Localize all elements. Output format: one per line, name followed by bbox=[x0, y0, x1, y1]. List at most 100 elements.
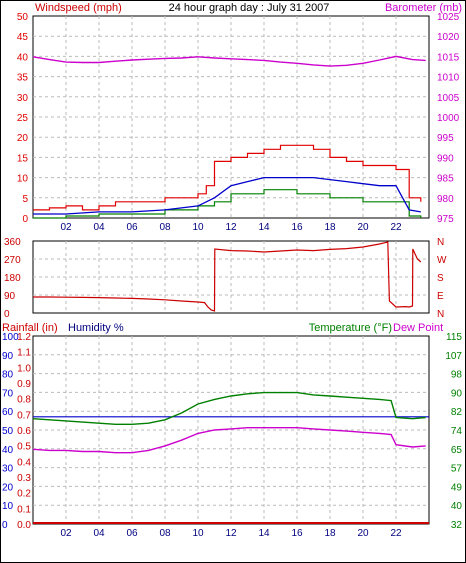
rainfall-tick-label: 0.4 bbox=[17, 457, 31, 468]
windspeed-line bbox=[33, 144, 422, 211]
barometer-tick-label: 1010 bbox=[437, 73, 460, 84]
temperature-tick-label: 90 bbox=[451, 388, 463, 399]
humidity-tick-label: 60 bbox=[2, 407, 14, 418]
temperature-x-tick-label: 02 bbox=[60, 528, 72, 539]
windspeed-tick-label: 5 bbox=[22, 194, 28, 205]
wind-x-tick-label: 14 bbox=[258, 222, 270, 233]
temperature-x-tick-label: 08 bbox=[159, 528, 171, 539]
wind-x-tick-label: 22 bbox=[390, 222, 402, 233]
barometer-tick-label: 1000 bbox=[437, 113, 460, 124]
humidity-tick-label: 0 bbox=[2, 520, 8, 531]
temperature-series bbox=[32, 391, 429, 524]
temperature-gridlines bbox=[33, 336, 429, 524]
rainfall-tick-label: 0.2 bbox=[17, 489, 31, 500]
direction-degree-label: 270 bbox=[4, 255, 21, 266]
humidity-tick-label: 10 bbox=[2, 501, 14, 512]
wind-x-tick-label: 20 bbox=[357, 222, 369, 233]
wind-green-line bbox=[33, 189, 422, 219]
windspeed-tick-label: 0 bbox=[22, 214, 28, 225]
temperature-tick-label: 82 bbox=[451, 407, 463, 418]
windspeed-tick-label: 25 bbox=[17, 113, 29, 124]
direction-degree-label: 90 bbox=[4, 291, 16, 302]
temperature-axis-label: Temperature (°F) bbox=[309, 322, 392, 334]
barometer-tick-label: 1015 bbox=[437, 52, 460, 63]
windspeed-tick-label: 50 bbox=[17, 12, 29, 23]
temperature-tick-label: 40 bbox=[451, 501, 463, 512]
barometer-tick-label: 990 bbox=[437, 153, 454, 164]
chart-title: 24 hour graph day : July 31 2007 bbox=[169, 2, 330, 14]
temperature-line bbox=[32, 391, 426, 425]
temperature-humidity-panel: 0.00.10.20.30.40.50.60.70.80.91.01.11.2 … bbox=[2, 322, 462, 539]
wind-direction-line bbox=[33, 241, 422, 312]
rainfall-tick-label: 0.8 bbox=[17, 395, 31, 406]
humidity-tick-label: 30 bbox=[2, 464, 14, 475]
wind-average-line bbox=[33, 176, 421, 215]
wind-x-tick-label: 06 bbox=[126, 222, 138, 233]
direction-degree-label: 0 bbox=[4, 309, 10, 320]
windspeed-tick-label: 45 bbox=[17, 32, 29, 43]
rainfall-tick-label: 0.0 bbox=[17, 520, 31, 531]
barometer-tick-label: 1005 bbox=[437, 93, 460, 104]
direction-compass-label: S bbox=[437, 273, 444, 284]
temperature-tick-label: 74 bbox=[451, 426, 463, 437]
dewpoint-axis-label: Dew Point bbox=[393, 322, 443, 334]
barometer-tick-label: 985 bbox=[437, 174, 454, 185]
temperature-x-tick-label: 12 bbox=[225, 528, 237, 539]
direction-degree-labels: 0 90 180 270 360 bbox=[4, 237, 21, 320]
temperature-x-tick-label: 10 bbox=[192, 528, 204, 539]
temperature-x-tick-label: 16 bbox=[291, 528, 303, 539]
barometer-tick-label: 995 bbox=[437, 133, 454, 144]
direction-compass-label: N bbox=[437, 309, 444, 320]
humidity-tick-label: 40 bbox=[2, 445, 14, 456]
rainfall-tick-label: 1.1 bbox=[17, 348, 31, 359]
humidity-tick-label: 70 bbox=[2, 388, 14, 399]
wind-x-tick-label: 18 bbox=[324, 222, 336, 233]
direction-compass-label: N bbox=[437, 237, 444, 248]
wind-series bbox=[32, 55, 426, 219]
temperature-x-tick-labels: 02 04 06 08 10 12 14 16 18 20 22 bbox=[60, 528, 402, 539]
humidity-tick-label: 90 bbox=[2, 351, 14, 362]
temperature-tick-label: 49 bbox=[451, 482, 463, 493]
windspeed-tick-label: 30 bbox=[17, 93, 29, 104]
direction-compass-label: W bbox=[437, 255, 447, 266]
humidity-tick-label: 80 bbox=[2, 370, 14, 381]
barometer-tick-label: 1020 bbox=[437, 32, 460, 43]
windspeed-tick-label: 20 bbox=[17, 133, 29, 144]
wind-x-tick-label: 16 bbox=[291, 222, 303, 233]
direction-series bbox=[33, 241, 422, 312]
rainfall-tick-label: 0.5 bbox=[17, 442, 31, 453]
barometer-line bbox=[32, 55, 426, 67]
humidity-tick-label: 50 bbox=[2, 426, 14, 437]
dewpoint-line bbox=[32, 427, 426, 454]
humidity-tick-labels: 0 10 20 30 40 50 60 70 80 90 100 bbox=[2, 332, 19, 531]
temperature-tick-label: 65 bbox=[451, 445, 463, 456]
humidity-tick-label: 20 bbox=[2, 482, 14, 493]
barometer-axis-label: Barometer (mb) bbox=[385, 2, 462, 14]
rainfall-tick-label: 0.9 bbox=[17, 379, 31, 390]
temperature-tick-label: 115 bbox=[446, 332, 462, 343]
rainfall-tick-labels: 0.0 0.1 0.2 0.3 0.4 0.5 0.6 0.7 0.8 0.9 1.0 1.1 1.2 bbox=[17, 332, 31, 531]
windspeed-tick-label: 40 bbox=[17, 52, 29, 63]
temperature-tick-label: 107 bbox=[445, 351, 462, 362]
direction-compass-label: E bbox=[437, 291, 444, 302]
temperature-tick-label: 98 bbox=[451, 370, 463, 381]
humidity-tick-label: 100 bbox=[2, 332, 19, 343]
windspeed-tick-label: 35 bbox=[17, 73, 29, 84]
rainfall-axis-label: Rainfall (in) bbox=[2, 322, 58, 334]
direction-gridlines bbox=[33, 241, 429, 313]
temperature-x-tick-label: 20 bbox=[357, 528, 369, 539]
temperature-tick-labels: 32 40 49 57 65 74 82 90 98 107 115 bbox=[445, 332, 462, 531]
barometer-tick-label: 980 bbox=[437, 194, 454, 205]
rainfall-tick-label: 0.6 bbox=[17, 426, 31, 437]
temperature-x-tick-label: 06 bbox=[126, 528, 138, 539]
windspeed-tick-label: 15 bbox=[17, 153, 29, 164]
wind-x-tick-label: 10 bbox=[192, 222, 204, 233]
wind-x-tick-labels: 02 04 06 08 10 12 14 16 18 20 22 bbox=[60, 222, 402, 233]
temperature-x-tick-label: 22 bbox=[390, 528, 402, 539]
rainfall-tick-label: 0.3 bbox=[17, 473, 31, 484]
